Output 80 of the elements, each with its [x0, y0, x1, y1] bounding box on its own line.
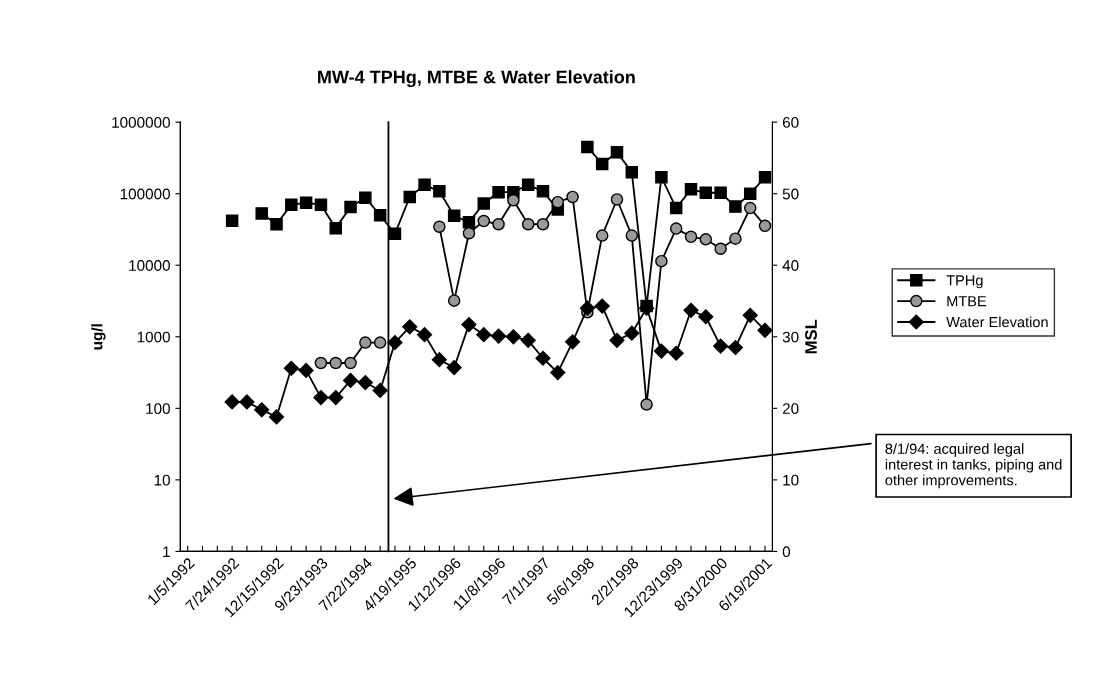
- point: [225, 214, 239, 228]
- point: [344, 200, 357, 214]
- point: [595, 229, 609, 242]
- point: [714, 242, 727, 256]
- y2-axis-title: MSL: [805, 319, 817, 354]
- point: [655, 254, 668, 268]
- y2-tick-label: 0: [782, 546, 791, 558]
- point: [403, 190, 417, 204]
- y2-tick-label: 30: [782, 331, 799, 343]
- point: [595, 157, 609, 171]
- point: [699, 186, 713, 200]
- point: [359, 191, 372, 204]
- point: [610, 193, 624, 206]
- point: [433, 185, 446, 198]
- point: [743, 201, 757, 215]
- point: [640, 398, 653, 411]
- y2-tick-label: 10: [783, 474, 799, 486]
- point: [669, 222, 683, 235]
- point: [373, 336, 387, 349]
- legend-label: Water Elevation: [946, 316, 1048, 328]
- chart-title: MW-4 TPHg, MTBE & Water Elevation: [318, 70, 635, 88]
- point: [447, 209, 461, 223]
- point: [314, 356, 328, 370]
- point: [329, 356, 342, 370]
- y-tick-label: 1000000: [112, 117, 170, 128]
- y-axis-title: ug/l: [91, 324, 106, 350]
- point: [477, 197, 491, 210]
- y-tick-label: 100: [146, 403, 170, 415]
- point: [270, 217, 283, 231]
- point: [699, 233, 713, 246]
- point: [314, 198, 328, 212]
- y-tick-label: 10000: [129, 260, 170, 271]
- y-tick-label: 1: [163, 546, 170, 557]
- point: [729, 232, 742, 245]
- point: [655, 170, 668, 184]
- point: [684, 183, 698, 196]
- point: [521, 178, 535, 192]
- y2-tick-label: 50: [782, 188, 799, 200]
- point: [418, 178, 431, 192]
- point: [714, 186, 727, 200]
- point: [551, 195, 565, 209]
- point: [388, 227, 402, 241]
- y2-tick-label: 40: [782, 260, 799, 271]
- legend-label: TPHg: [946, 275, 983, 289]
- legend-label: MTBE: [947, 296, 987, 307]
- point: [758, 170, 772, 184]
- point: [536, 218, 550, 231]
- point: [492, 185, 505, 199]
- point: [462, 215, 476, 229]
- point: [566, 190, 579, 204]
- y-tick-label: 100000: [120, 188, 170, 200]
- point: [433, 220, 446, 234]
- point: [299, 196, 313, 209]
- point: [255, 207, 268, 220]
- point: [344, 356, 357, 370]
- y-tick-label: 10: [154, 474, 170, 486]
- point: [492, 218, 505, 231]
- point: [507, 193, 520, 207]
- point: [669, 201, 683, 215]
- point: [373, 208, 387, 222]
- y2-tick-label: 20: [782, 403, 799, 415]
- point: [285, 198, 298, 212]
- point: [462, 226, 476, 240]
- point: [625, 229, 639, 242]
- y-tick-label: 1000: [137, 331, 170, 343]
- point: [684, 230, 698, 244]
- point: [521, 218, 535, 231]
- point: [581, 140, 594, 154]
- point: [743, 187, 757, 200]
- point: [477, 214, 491, 228]
- text: 8/1/94: acquired legal interest in tanks, piping and other improvements.: [885, 443, 1062, 489]
- point: [536, 185, 550, 198]
- point: [758, 219, 772, 233]
- point: [610, 145, 624, 159]
- point: [729, 200, 742, 213]
- point: [625, 165, 639, 179]
- point: [447, 294, 461, 307]
- point: [329, 221, 342, 235]
- point: [359, 336, 372, 349]
- y2-tick-label: 60: [782, 117, 799, 128]
